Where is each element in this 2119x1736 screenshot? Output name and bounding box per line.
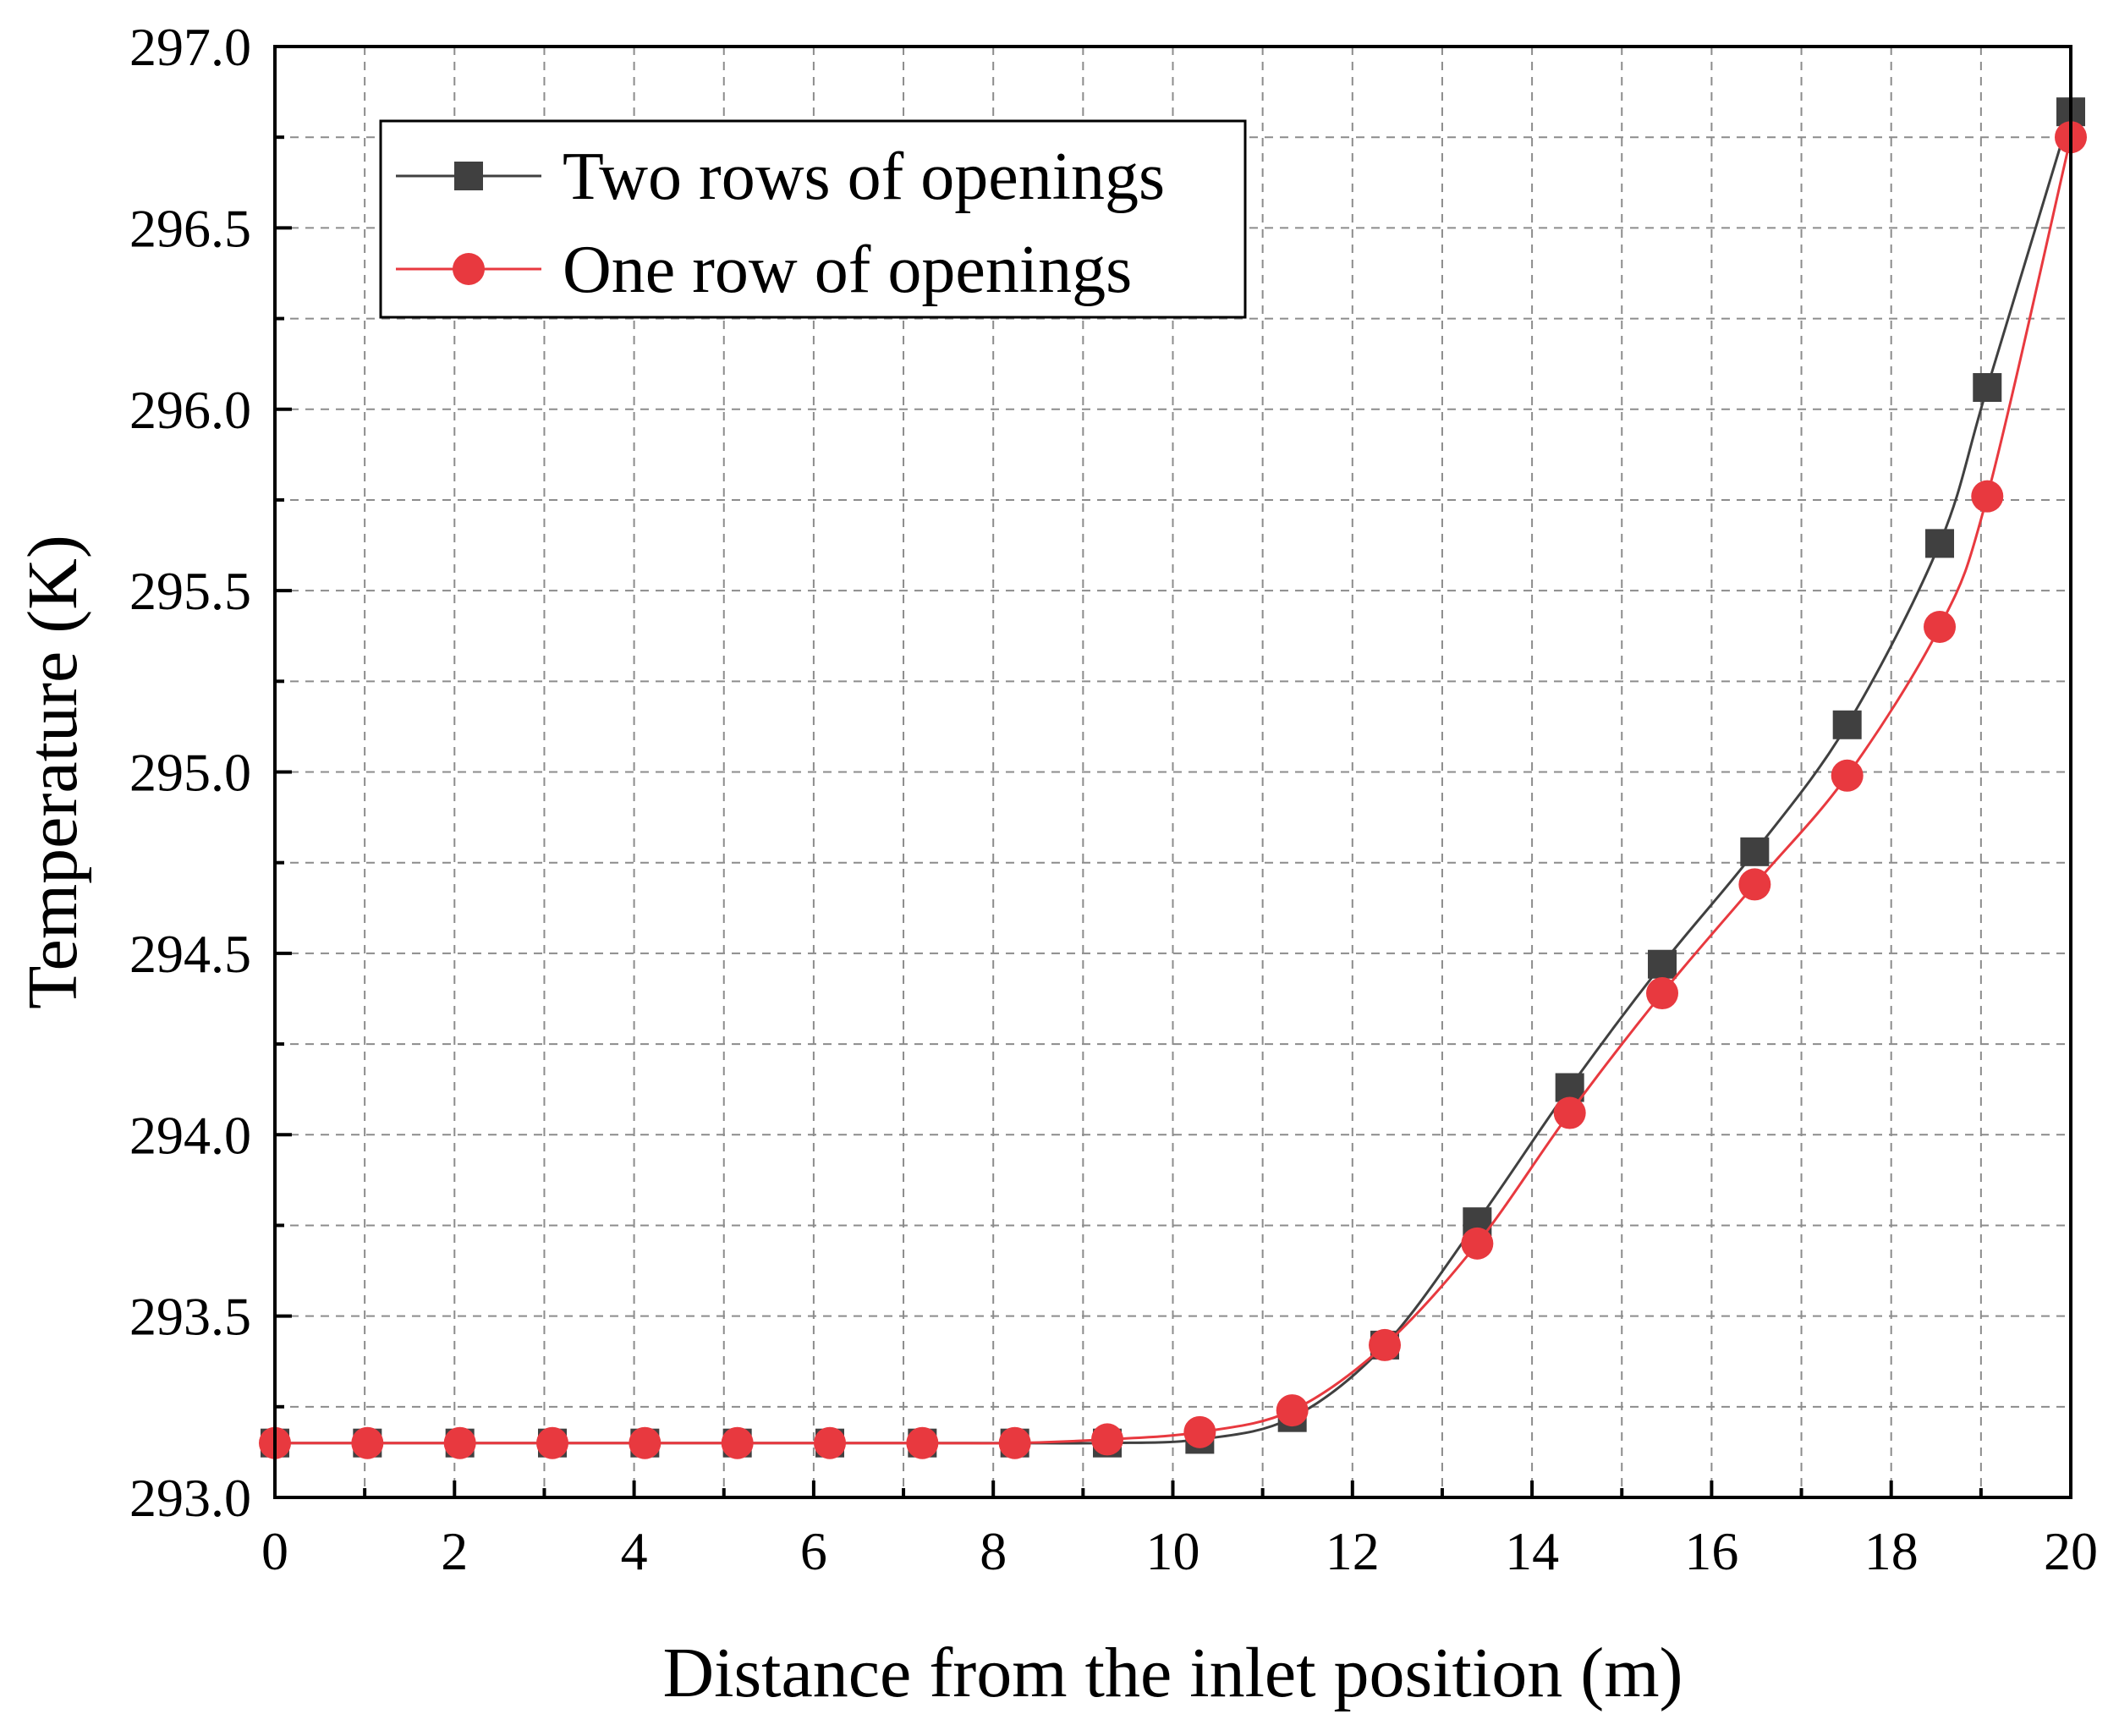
x-tick-label: 6 [800,1521,827,1581]
data-point-circle [721,1426,754,1459]
series-2 [259,121,2087,1459]
data-point-circle [1276,1394,1309,1427]
data-point-square [1740,837,1770,866]
y-tick-label: 296.5 [129,198,251,258]
grid [275,47,2071,1497]
data-point-circle [1091,1423,1124,1456]
x-tick-label: 14 [1505,1521,1559,1581]
y-tick-label: 295.0 [129,743,251,803]
x-tick-label: 4 [621,1521,648,1581]
data-point-circle [1831,759,1864,792]
data-point-circle [443,1426,476,1459]
x-tick-label: 8 [980,1521,1007,1581]
x-tick-label: 16 [1684,1521,1738,1581]
data-point-circle [1924,611,1957,643]
y-tick-label: 293.0 [129,1468,251,1528]
data-point-circle [1971,480,2004,513]
data-point-circle [1461,1227,1494,1260]
data-point-circle [1369,1328,1402,1361]
x-tick-label: 12 [1326,1521,1380,1581]
y-tick-label: 295.5 [129,561,251,621]
data-point-circle [1646,977,1679,1010]
legend-label: One row of openings [563,233,1132,307]
legend: Two rows of openings One row of openings [379,119,1247,319]
y-tick-label: 293.5 [129,1287,251,1347]
data-point-square [1648,949,1677,979]
data-point-square [1832,710,1862,739]
x-axis-label: Distance from the inlet position (m) [662,1634,1683,1712]
data-point-circle [629,1426,662,1459]
y-tick-label: 294.0 [129,1105,251,1165]
data-point-square [1973,373,2002,403]
axes: 0 2 4 6 8 10 12 14 16 18 20 293.0 293.5 294.0 294.5 295… [129,17,2098,1581]
x-tick-label: 10 [1146,1521,1200,1581]
data-point-circle [1553,1096,1586,1129]
y-tick-label: 297.0 [129,17,251,77]
x-tick-label: 0 [261,1521,288,1581]
y-axis-label: Temperature (K) [14,535,92,1009]
data-point-circle [906,1426,939,1459]
x-tick-label: 2 [441,1521,468,1581]
data-point-circle [1183,1415,1216,1448]
data-point-circle [351,1426,384,1459]
y-tick-label: 296.0 [129,380,251,440]
series-group [259,97,2087,1459]
data-point-circle [814,1426,847,1459]
legend-marker-square [454,162,483,190]
x-tick-label: 18 [1864,1521,1919,1581]
y-tick-label: 294.5 [129,924,251,984]
legend-label: Two rows of openings [563,140,1165,214]
legend-marker-circle [453,253,485,285]
data-point-circle [536,1426,569,1459]
data-point-square [1925,529,1955,558]
data-point-circle [998,1426,1031,1459]
legend-box [379,119,1247,319]
x-tick-label: 20 [2044,1521,2098,1581]
data-point-circle [1738,868,1771,901]
